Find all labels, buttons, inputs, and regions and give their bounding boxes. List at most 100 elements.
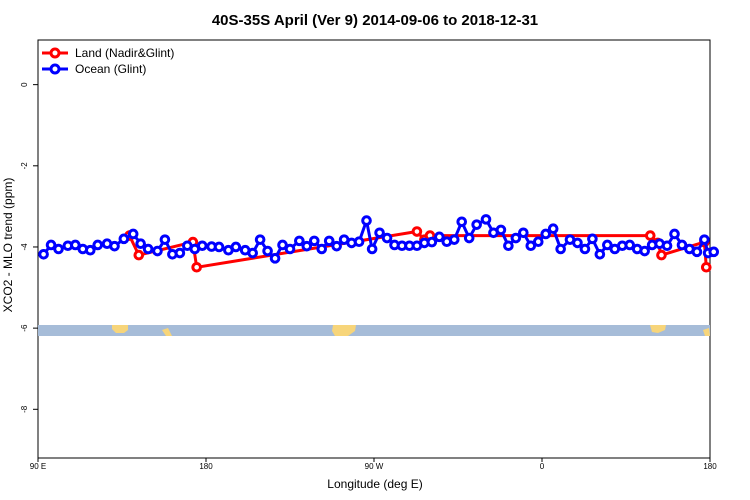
ocean-point [92, 239, 104, 251]
ocean-point [676, 239, 688, 251]
ocean-point [316, 243, 328, 255]
legend-item-ocean: Ocean (Glint) [42, 62, 146, 76]
x-tick-label: 0 [540, 462, 545, 471]
ocean-point [277, 239, 288, 251]
landmass-australia [112, 325, 128, 333]
y-tick-label: -8 [20, 405, 29, 413]
x-tick-label: 90 E [30, 462, 46, 471]
ocean-point [699, 234, 710, 245]
y-tick-label: -6 [20, 324, 29, 332]
ocean-point [174, 247, 186, 259]
ocean-point [301, 240, 313, 252]
landmass-australia-east [650, 325, 666, 333]
ocean-point [213, 241, 225, 253]
ocean-point [503, 240, 514, 252]
ocean-point [587, 233, 598, 245]
legend-item-land: Land (Nadir&Glint) [42, 46, 174, 60]
ocean-point [547, 223, 559, 235]
ocean-point [540, 228, 552, 240]
legend-ocean-marker [49, 63, 61, 75]
ocean-point [572, 237, 583, 249]
ocean-point [463, 232, 475, 244]
ocean-point [53, 243, 64, 255]
legend-ocean-label: Ocean (Glint) [75, 62, 146, 76]
ocean-point [269, 253, 281, 264]
ocean-point [84, 244, 96, 256]
ocean-point [518, 227, 529, 239]
ocean-point [624, 239, 636, 251]
ocean-point [381, 232, 393, 244]
ocean-point [262, 245, 273, 257]
x-axis-label: Longitude (deg E) [327, 477, 422, 491]
geography-band [38, 325, 710, 336]
ocean-point [142, 243, 154, 255]
x-tick-label: 90 W [365, 462, 384, 471]
ocean-point [661, 240, 673, 252]
series-ocean [38, 214, 720, 264]
legend: Land (Nadir&Glint) Ocean (Glint) [42, 46, 174, 76]
x-axis: 90 E 180 90 W 0 180 [30, 458, 717, 471]
y-tick-label: -4 [20, 243, 29, 251]
ocean-band [38, 325, 710, 336]
ocean-point [353, 236, 365, 247]
ocean-point [127, 228, 139, 240]
ocean-point [639, 245, 650, 257]
ocean-point [323, 235, 335, 247]
ocean-point [374, 227, 385, 239]
landmass-new-zealand-east [703, 328, 710, 336]
landmass-south-america [332, 325, 356, 336]
legend-land-label: Land (Nadir&Glint) [75, 46, 174, 60]
ocean-point [118, 233, 130, 245]
ocean-point [152, 245, 163, 257]
ocean-point [456, 216, 468, 228]
ocean-point [45, 239, 57, 251]
ocean-point [247, 247, 258, 259]
ocean-point [38, 248, 49, 260]
land-point [644, 230, 656, 241]
y-axis: 0 -2 -4 -6 -8 [20, 82, 38, 413]
ocean-point [294, 235, 305, 247]
ocean-point [230, 241, 242, 253]
land-point [411, 226, 423, 237]
land-point [700, 261, 712, 273]
ocean-point [510, 232, 522, 244]
ocean-point [434, 231, 445, 243]
landmass-new-zealand [162, 328, 172, 336]
ocean-point [691, 246, 703, 258]
legend-land-marker [49, 47, 61, 59]
ocean-point [525, 240, 537, 252]
chart-title: 40S-35S April (Ver 9) 2014-09-06 to 2018… [212, 12, 538, 29]
land-point [656, 249, 667, 261]
x-tick-label: 180 [703, 462, 717, 471]
land-point [191, 261, 202, 273]
ocean-point [448, 234, 460, 245]
ocean-point [480, 214, 492, 225]
ocean-point [159, 234, 171, 245]
ocean-point [579, 243, 591, 255]
y-tick-label: 0 [20, 82, 29, 87]
ocean-point [284, 243, 296, 255]
ocean-point [135, 238, 146, 250]
y-tick-label: -2 [20, 162, 29, 170]
ocean-point [471, 219, 482, 230]
land-point [133, 249, 145, 261]
ocean-point [602, 239, 613, 251]
ocean-point [196, 240, 208, 252]
ocean-point [254, 234, 266, 245]
ocean-point [555, 243, 566, 255]
ocean-point [331, 240, 342, 252]
ocean-point [308, 235, 320, 247]
y-axis-label: XCO2 - MLO trend (ppm) [1, 178, 15, 313]
ocean-point [708, 246, 720, 258]
ocean-point [426, 236, 438, 248]
ocean-point [109, 240, 120, 252]
ocean-point [495, 224, 507, 236]
ocean-point [669, 228, 680, 240]
ocean-point [594, 248, 606, 260]
ocean-point [532, 236, 544, 247]
ocean-point [70, 239, 81, 251]
ocean-point [366, 243, 378, 255]
x-tick-label: 180 [199, 462, 213, 471]
ocean-point [361, 215, 372, 226]
